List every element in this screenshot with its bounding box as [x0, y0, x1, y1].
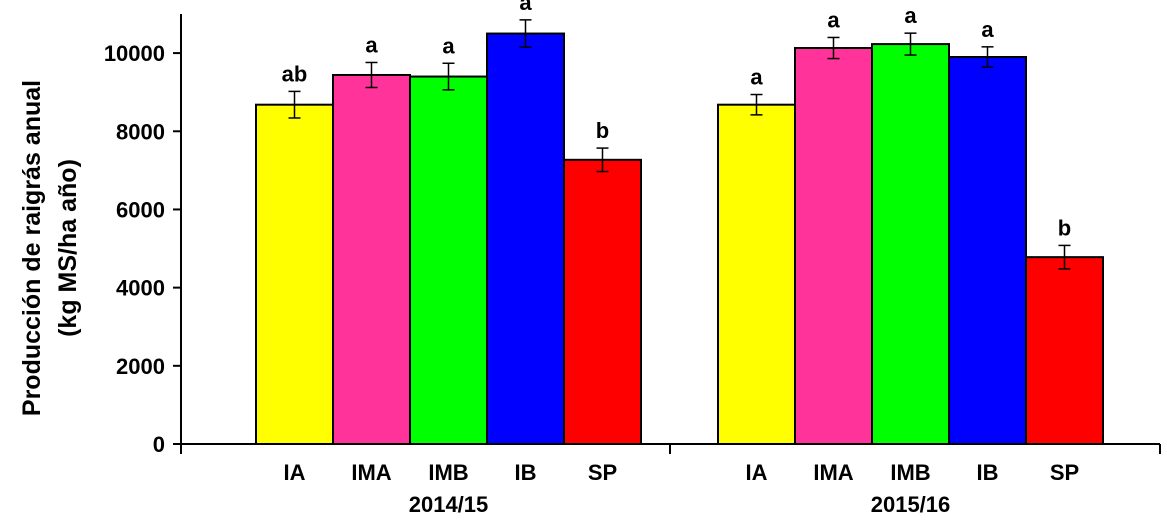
- bar: [794, 47, 873, 445]
- x-tick-label: IMA: [351, 460, 391, 485]
- significance-letter: a: [904, 3, 917, 28]
- x-group-label: 2015/16: [871, 492, 951, 517]
- significance-letter: a: [827, 7, 840, 32]
- significance-letter: a: [750, 65, 763, 90]
- plot-area: 0200040006000800010000abIAaIMAaIMBaIBbSP…: [104, 0, 1161, 517]
- bar: [948, 56, 1027, 445]
- y-tick-label: 4000: [116, 276, 165, 301]
- significance-letter: a: [519, 0, 532, 15]
- y-axis-title-line1: Producción de raigrás anual: [18, 80, 46, 416]
- significance-letter: b: [596, 118, 609, 143]
- significance-letter: b: [1058, 215, 1071, 240]
- y-tick-label: 10000: [104, 41, 165, 66]
- y-tick-label: 2000: [116, 354, 165, 379]
- bar: [409, 75, 488, 446]
- x-tick-label: IMB: [890, 460, 930, 485]
- bar: [1025, 256, 1104, 445]
- x-tick-label: IB: [977, 460, 999, 485]
- x-tick-label: IB: [515, 460, 537, 485]
- y-tick-label: 0: [153, 432, 165, 457]
- bar: [871, 43, 950, 445]
- bar: [563, 158, 642, 446]
- y-axis-title: Producción de raigrás anual (kg MS/ha añ…: [18, 80, 82, 416]
- significance-letter: ab: [282, 61, 308, 86]
- x-tick-label: IMB: [428, 460, 468, 485]
- bar: [486, 32, 565, 446]
- significance-letter: a: [365, 32, 378, 57]
- y-tick-label: 6000: [116, 197, 165, 222]
- bar: [332, 73, 411, 446]
- significance-letter: a: [981, 17, 994, 42]
- x-tick-label: IA: [746, 460, 768, 485]
- x-tick-label: IA: [284, 460, 306, 485]
- x-tick-label: SP: [1050, 460, 1079, 485]
- y-axis-title-line2: (kg MS/ha año): [54, 159, 82, 337]
- significance-letter: a: [442, 33, 455, 58]
- bar: [717, 103, 796, 445]
- y-tick-label: 8000: [116, 119, 165, 144]
- x-group-label: 2014/15: [409, 492, 489, 517]
- x-tick-label: SP: [588, 460, 617, 485]
- x-tick-label: IMA: [813, 460, 853, 485]
- bar: [255, 103, 334, 445]
